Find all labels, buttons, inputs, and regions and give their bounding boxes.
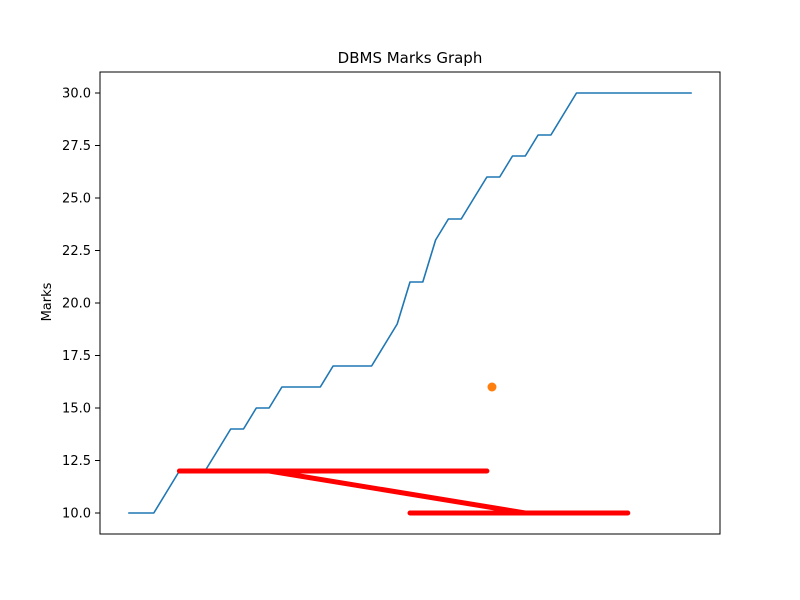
scatter-point: [487, 382, 497, 392]
red-line-series: [176, 468, 631, 516]
y-tick-label: 22.5: [62, 244, 91, 259]
y-tick-label: 30.0: [62, 87, 91, 102]
marks-line-series: [128, 92, 692, 514]
y-tick-label: 25.0: [62, 192, 91, 207]
y-axis-label: Marks: [40, 282, 55, 321]
y-tick-label: 17.5: [62, 349, 91, 364]
chart-title: DBMS Marks Graph: [338, 49, 483, 67]
y-tick-label: 20.0: [62, 297, 91, 312]
y-tick-label: 27.5: [62, 139, 91, 154]
y-tick-label: 12.5: [62, 454, 91, 469]
y-tick-label: 15.0: [62, 402, 91, 417]
plot-frame: [99, 71, 721, 535]
plot-series: [128, 92, 692, 516]
y-tick-label: 10.0: [62, 507, 91, 522]
y-axis-ticks: 10.0 12.5 15.0 17.5 20.0 22.5 25.0 27.5 30.0: [62, 87, 100, 522]
